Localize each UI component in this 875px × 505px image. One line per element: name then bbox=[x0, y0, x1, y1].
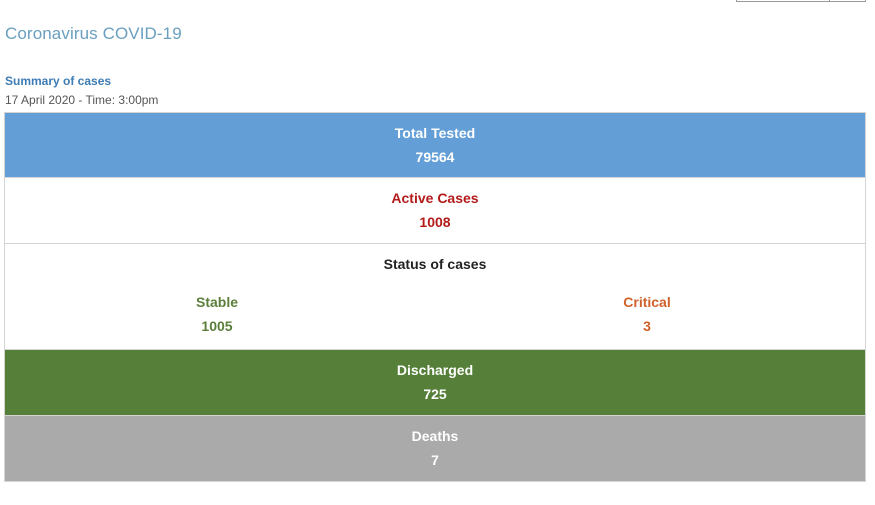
active-cases-panel: Active Cases 1008 bbox=[4, 178, 866, 244]
stable-label: Stable bbox=[195, 294, 238, 310]
top-control-right[interactable] bbox=[830, 0, 866, 2]
summary-date: 17 April 2020 - Time: 3:00pm bbox=[5, 93, 159, 107]
deaths-label: Deaths bbox=[411, 428, 459, 444]
status-columns: Stable 1005 Critical 3 bbox=[5, 292, 865, 337]
status-of-cases-panel: Status of cases Stable 1005 Critical 3 bbox=[4, 244, 866, 350]
critical-value: 3 bbox=[643, 318, 651, 334]
summary-heading: Summary of cases bbox=[5, 74, 112, 88]
stable-value: 1005 bbox=[201, 318, 233, 334]
top-control-left[interactable] bbox=[736, 0, 830, 2]
active-cases-label: Active Cases bbox=[391, 190, 479, 206]
total-tested-label: Total Tested bbox=[394, 125, 476, 141]
total-tested-panel: Total Tested 79564 bbox=[4, 112, 866, 178]
discharged-label: Discharged bbox=[396, 362, 474, 378]
deaths-value: 7 bbox=[431, 452, 439, 468]
stats-panels: Total Tested 79564 Active Cases 1008 Sta… bbox=[4, 112, 866, 482]
deaths-panel: Deaths 7 bbox=[4, 416, 866, 482]
discharged-panel: Discharged 725 bbox=[4, 350, 866, 416]
stable-column: Stable 1005 bbox=[2, 292, 432, 337]
status-of-cases-label: Status of cases bbox=[383, 256, 487, 272]
discharged-value: 725 bbox=[423, 386, 447, 402]
total-tested-value: 79564 bbox=[415, 149, 455, 165]
critical-label: Critical bbox=[623, 294, 671, 310]
top-controls bbox=[736, 0, 866, 2]
active-cases-value: 1008 bbox=[419, 214, 451, 230]
page-title: Coronavirus COVID-19 bbox=[5, 24, 182, 43]
critical-column: Critical 3 bbox=[432, 292, 862, 337]
